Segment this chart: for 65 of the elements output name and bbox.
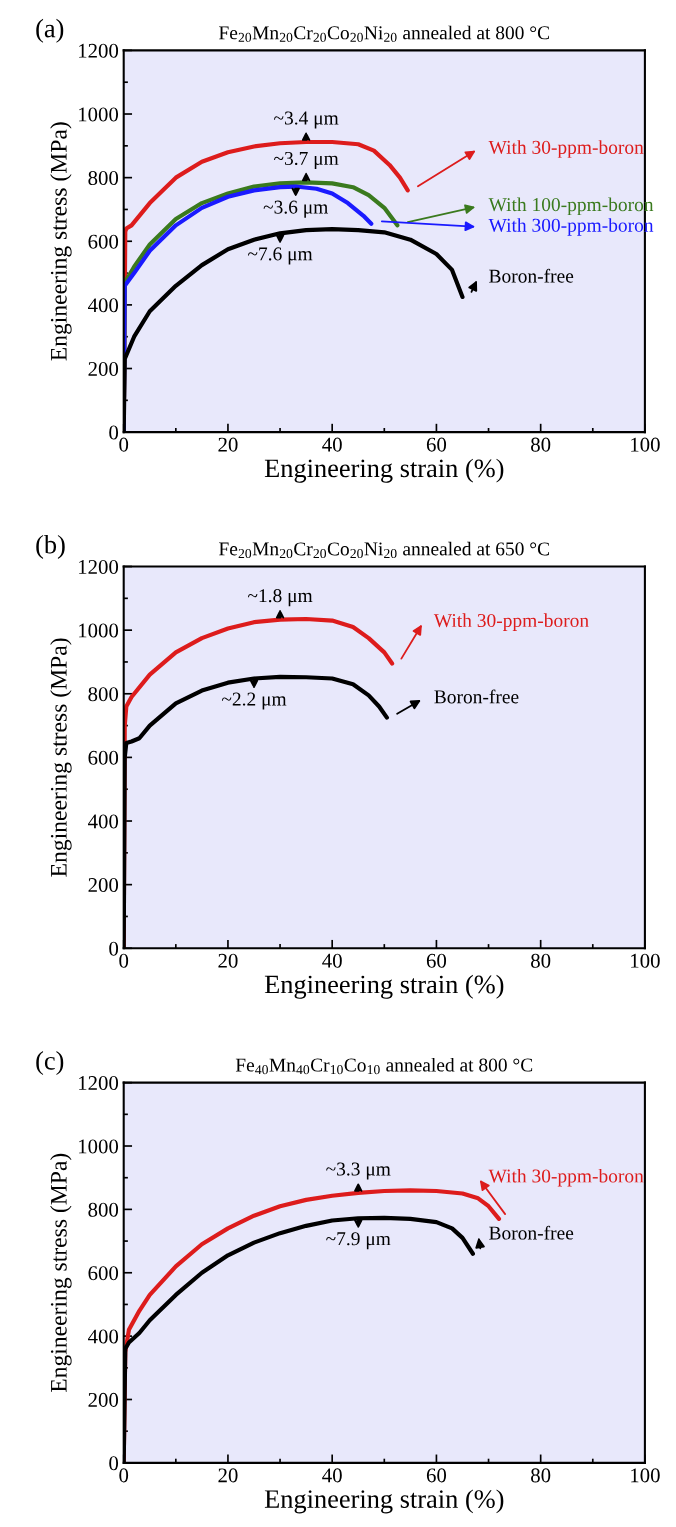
annotation: ~3.4 μm xyxy=(274,111,339,129)
text: (c) xyxy=(36,1051,64,1076)
y-tick-label: 800 xyxy=(88,1202,119,1217)
y-tick-label: 200 xyxy=(88,361,119,376)
annotation: ~7.9 μm xyxy=(326,1232,391,1250)
x-axis-title: Engineering strain (%) xyxy=(264,1489,504,1514)
x-axis-title: Engineering strain (%) xyxy=(264,458,504,483)
text: (b) xyxy=(36,534,65,559)
legend-label: With 30-ppm-boron xyxy=(488,140,644,158)
y-tick-label: 0 xyxy=(109,1456,119,1471)
y-axis-title: Engineering stress (MPa) xyxy=(50,1153,72,1393)
y-tick-label: 0 xyxy=(109,941,119,956)
y-tick-label: 800 xyxy=(88,171,119,186)
legend-label: Boron-free xyxy=(434,689,519,704)
x-tick-label: 60 xyxy=(426,1468,447,1483)
x-tick-label: 80 xyxy=(531,1468,551,1483)
y-tick-label: 600 xyxy=(88,750,119,765)
x-axis-title: Engineering strain (%) xyxy=(264,974,504,999)
annotation: ~3.3 μm xyxy=(326,1162,391,1180)
y-axis-title: Engineering stress (MPa) xyxy=(50,122,72,361)
y-tick-label: 400 xyxy=(88,298,119,313)
y-tick-label: 400 xyxy=(88,814,119,829)
x-tick-label: 80 xyxy=(531,953,551,968)
y-tick-label: 200 xyxy=(88,1392,119,1407)
x-tick-label: 20 xyxy=(218,1468,238,1483)
x-tick-label: 20 xyxy=(218,437,238,452)
y-tick-label: 1200 xyxy=(79,559,119,574)
y-tick-label: 1000 xyxy=(79,107,119,122)
x-tick-label: 100 xyxy=(631,1468,660,1483)
x-tick-label: 60 xyxy=(426,437,447,452)
legend-label: Boron-free xyxy=(489,268,574,283)
y-tick-label: 1000 xyxy=(79,1139,119,1154)
chart-title: Fe$_{20}$Mn$_{20}$Cr$_{20}$Co$_{20}$Ni$_{20}$ annealed at 650 °C xyxy=(219,541,549,559)
y-tick-label: 1000 xyxy=(79,623,119,638)
y-tick-label: 800 xyxy=(88,687,119,702)
y-tick-label: 600 xyxy=(88,234,119,249)
legend-label: With 30-ppm-boron xyxy=(488,1168,644,1187)
legend-label: With 30-ppm-boron xyxy=(433,613,589,632)
x-tick-label: 40 xyxy=(322,1468,342,1483)
annotation: ~1.8 μm xyxy=(247,589,313,607)
x-tick-label: 0 xyxy=(119,1468,129,1483)
text: (a) xyxy=(36,18,64,43)
y-tick-label: 600 xyxy=(88,1266,119,1281)
chart-title: Fe$_{40}$Mn$_{40}$Cr$_{10}$Co$_{10}$ annealed at 800 °C xyxy=(235,1057,533,1075)
y-tick-label: 1200 xyxy=(79,1076,119,1091)
annotation: ~7.6 μm xyxy=(247,247,313,265)
y-tick-label: 200 xyxy=(88,878,119,893)
x-tick-label: 20 xyxy=(218,953,238,968)
x-tick-label: 0 xyxy=(119,437,129,452)
annotation: ~3.6 μm xyxy=(263,200,329,218)
legend-label: Boron-free xyxy=(489,1225,574,1240)
x-tick-label: 100 xyxy=(631,953,660,968)
x-tick-label: 60 xyxy=(426,953,447,968)
y-axis-title: Engineering stress (MPa) xyxy=(50,638,72,877)
y-tick-label: 0 xyxy=(109,425,119,440)
x-tick-label: 100 xyxy=(631,437,660,452)
y-tick-label: 400 xyxy=(88,1329,119,1344)
x-tick-label: 40 xyxy=(322,953,342,968)
x-tick-label: 40 xyxy=(322,437,342,452)
x-tick-label: 0 xyxy=(119,953,129,968)
annotation: ~2.2 μm xyxy=(221,692,287,710)
annotation: ~3.7 μm xyxy=(274,151,339,169)
y-tick-label: 1200 xyxy=(79,43,119,58)
chart-title: Fe$_{20}$Mn$_{20}$Cr$_{20}$Co$_{20}$Ni$_{20}$ annealed at 800 °C xyxy=(219,25,549,42)
x-tick-label: 80 xyxy=(531,437,551,452)
